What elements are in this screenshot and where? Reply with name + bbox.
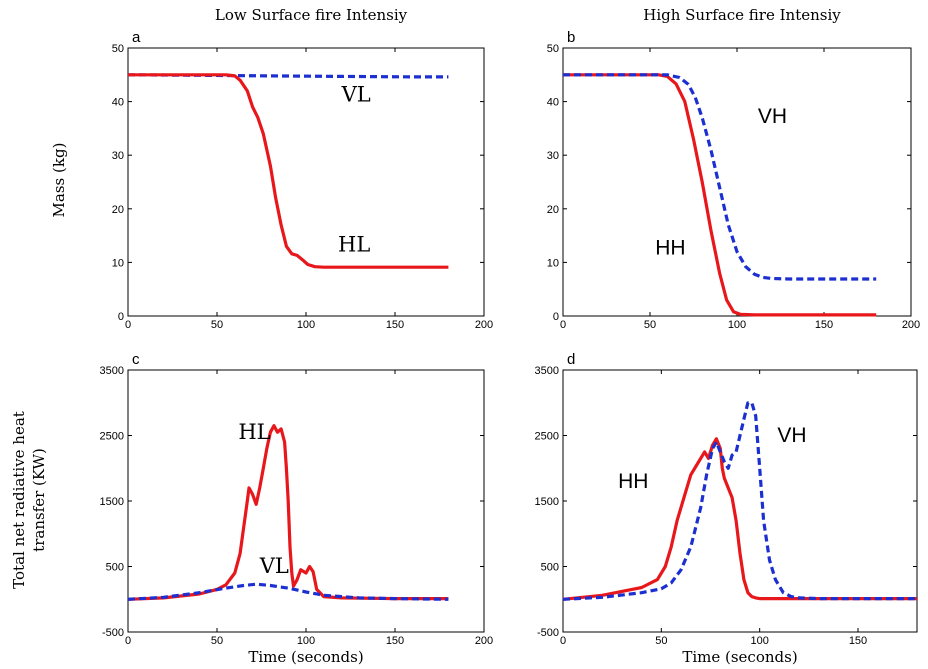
y-tick-label: 0 [553,311,559,323]
series-line-hh [562,437,917,601]
x-tick-label: 150 [386,635,404,647]
y-tick-label: 40 [547,97,559,109]
y-tick-label: 0 [118,311,124,323]
y-tick-label: 40 [112,97,124,109]
column-title-high: High Surface fire Intensiy [643,6,841,24]
panel-letter-d: d [567,351,575,368]
column-title-low: Low Surface fire Intensiy [215,6,408,24]
y-tick-label: 2500 [535,431,559,443]
y-tick-label: -500 [537,627,559,639]
x-tick-label: 100 [297,635,315,647]
x-tick-label: 0 [560,319,566,331]
series-annotation-vh: VH [758,105,787,128]
x-tick-label: 150 [386,319,404,331]
y-tick-label: 1500 [100,496,124,508]
y-axis-label-line: Mass (kg) [50,143,68,218]
series-annotation-vl: VL [341,83,371,107]
x-tick-label: 100 [297,319,315,331]
y-tick-label: 1500 [535,496,559,508]
y-tick-label: 2500 [100,431,124,443]
x-tick-label: 150 [849,635,867,647]
y-tick-label: 3500 [535,365,559,377]
plot-frame-b [562,47,912,317]
x-tick-label: 50 [644,319,656,331]
x-tick-label: 50 [211,635,223,647]
x-tick-label: 150 [815,319,833,331]
y-tick-label: 20 [547,204,559,216]
x-axis-label: Time (seconds) [248,648,363,666]
x-tick-label: 200 [475,635,493,647]
series-annotation-hh: HH [618,470,648,493]
series-line-vh [562,401,917,601]
series-line-hl [127,424,449,601]
x-tick-label: 100 [750,635,768,647]
series-line-vh [563,73,877,281]
x-tick-label: 0 [560,635,566,647]
series-annotation-vl: VL [259,554,289,578]
y-axis-label-line: Total net radiative heat [10,411,28,589]
x-tick-label: 200 [902,319,920,331]
series-annotation-hl: HL [338,233,370,257]
panel-a: 0 50 100 150 200 0 10 20 30 40 50 a VL HL Mass (kg) [50,29,493,331]
panel-b: 0 50 100 150 200 0 10 20 30 40 50 b VH HH [547,29,920,331]
y-tick-label: 10 [547,257,559,269]
y-axis-label: Total net radiative heat transfer (KW) [10,411,48,589]
y-tick-label: -500 [102,627,124,639]
series-annotation-hh: HH [655,236,685,259]
series-line-hl [128,73,449,269]
y-tick-label: 30 [112,150,124,162]
x-tick-label: 50 [655,635,667,647]
panel-letter-b: b [567,29,575,46]
x-tick-label: 0 [125,319,131,331]
panel-letter-a: a [132,29,141,46]
y-axis-label: Mass (kg) [50,143,68,218]
y-tick-label: 10 [112,257,124,269]
x-tick-label: 100 [728,319,746,331]
x-tick-label: 50 [211,319,223,331]
y-tick-label: 500 [541,562,559,574]
x-tick-label: 0 [125,635,131,647]
series-line-vl [127,582,449,601]
x-axis-label: Time (seconds) [682,648,797,666]
y-tick-label: 500 [106,562,124,574]
y-tick-label: 30 [547,150,559,162]
y-tick-label: 50 [112,43,124,55]
series-annotation-hl: HL [238,420,270,444]
panel-d: 0 50 100 150 -500 500 1500 2500 3500 d VH HH Time (s… [535,351,918,666]
y-tick-label: 50 [547,43,559,55]
y-tick-label: 3500 [100,365,124,377]
series-annotation-vh: VH [777,424,806,447]
y-tick-label: 20 [112,204,124,216]
y-axis-label-line: transfer (KW) [30,448,48,552]
plot-frame-a [127,47,485,317]
x-tick-label: 200 [475,319,493,331]
panel-c: 0 50 100 150 200 -500 500 1500 2500 3500 c HL VL Time… [10,351,493,666]
panel-letter-c: c [132,351,140,368]
